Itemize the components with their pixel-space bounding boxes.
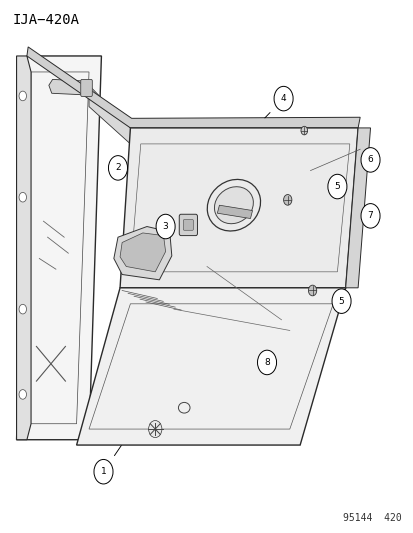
Circle shape xyxy=(108,156,127,180)
Polygon shape xyxy=(17,56,31,440)
Text: 6: 6 xyxy=(367,156,373,164)
FancyBboxPatch shape xyxy=(179,214,197,236)
Text: IJA−420A: IJA−420A xyxy=(12,13,79,27)
Circle shape xyxy=(273,86,292,111)
Circle shape xyxy=(327,174,346,199)
Circle shape xyxy=(300,126,307,135)
Text: 7: 7 xyxy=(367,212,373,220)
Circle shape xyxy=(283,195,291,205)
Polygon shape xyxy=(345,128,370,288)
Circle shape xyxy=(331,289,350,313)
Polygon shape xyxy=(17,56,101,440)
FancyBboxPatch shape xyxy=(81,79,92,96)
Polygon shape xyxy=(27,47,359,128)
Circle shape xyxy=(148,421,161,438)
Circle shape xyxy=(360,204,379,228)
Polygon shape xyxy=(217,205,252,219)
Polygon shape xyxy=(89,85,130,144)
FancyBboxPatch shape xyxy=(183,220,193,230)
Polygon shape xyxy=(49,79,88,95)
Circle shape xyxy=(19,304,26,314)
Text: 4: 4 xyxy=(280,94,286,103)
Text: 2: 2 xyxy=(115,164,121,172)
Polygon shape xyxy=(120,128,357,288)
Circle shape xyxy=(19,390,26,399)
Circle shape xyxy=(308,285,316,296)
Text: 1: 1 xyxy=(100,467,106,476)
Polygon shape xyxy=(76,288,345,445)
Text: 95144  420: 95144 420 xyxy=(342,513,401,523)
Text: 8: 8 xyxy=(263,358,269,367)
Circle shape xyxy=(360,148,379,172)
Circle shape xyxy=(94,459,113,484)
Text: 5: 5 xyxy=(334,182,339,191)
Text: 5: 5 xyxy=(338,297,344,305)
Circle shape xyxy=(19,192,26,202)
Circle shape xyxy=(156,214,175,239)
Polygon shape xyxy=(114,227,171,280)
Text: 3: 3 xyxy=(162,222,168,231)
Circle shape xyxy=(257,350,276,375)
Ellipse shape xyxy=(214,187,253,224)
Circle shape xyxy=(19,91,26,101)
Polygon shape xyxy=(120,233,165,272)
